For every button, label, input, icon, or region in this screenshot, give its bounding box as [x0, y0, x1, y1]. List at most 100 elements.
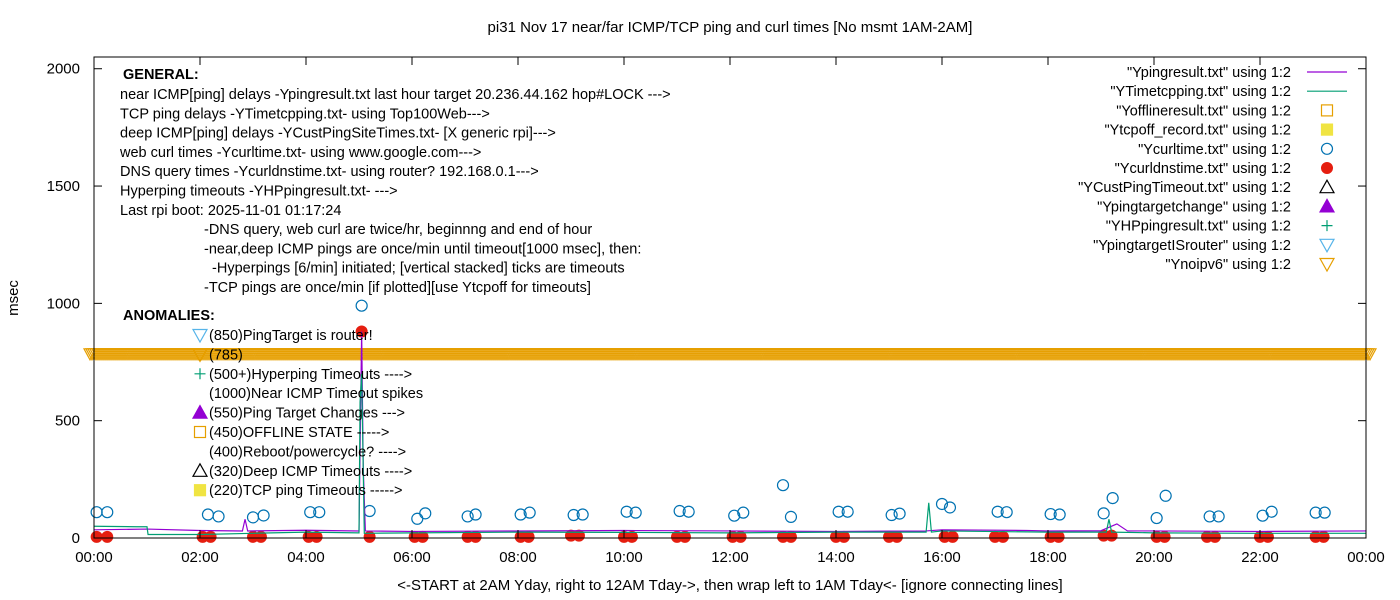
- anomaly-line: (785): [209, 347, 243, 363]
- data-point: [1272, 348, 1288, 362]
- data-point: [444, 348, 460, 362]
- data-point: [1038, 348, 1054, 362]
- data-point: [914, 348, 930, 362]
- data-point: [1348, 348, 1364, 362]
- data-point: [943, 501, 957, 514]
- data-point: [724, 348, 740, 362]
- data-point: [928, 348, 944, 362]
- data-point: [737, 506, 750, 519]
- general-line: web curl times -Ycurltime.txt- using www…: [119, 145, 481, 161]
- data-point: [608, 348, 624, 362]
- data-point: [1334, 348, 1350, 362]
- data-point: [936, 348, 952, 362]
- data-point: [682, 505, 695, 518]
- data-point: [542, 348, 558, 362]
- data-point: [122, 348, 138, 362]
- annotation-block: GENERAL: near ICMP[ping] delays -Ypingres…: [119, 67, 671, 499]
- data-point: [684, 348, 700, 362]
- data-point: [980, 348, 996, 362]
- data-point: [1097, 507, 1110, 520]
- data-point: [640, 348, 656, 362]
- data-point: [732, 348, 748, 362]
- legend-label: "Ytcpoff_record.txt" using 1:2: [1104, 123, 1291, 139]
- data-point: [1028, 348, 1044, 362]
- data-point: [862, 348, 878, 362]
- x-tick-label: 10:00: [605, 549, 643, 566]
- data-point: [960, 348, 976, 362]
- data-point: [1020, 348, 1036, 362]
- data-point: [1053, 508, 1066, 521]
- data-point: [582, 348, 598, 362]
- data-point: [1326, 348, 1342, 362]
- data-point: [1074, 348, 1090, 362]
- data-point: [480, 348, 496, 362]
- data-point: [974, 348, 990, 362]
- data-point: [158, 348, 174, 362]
- data-point: [852, 348, 868, 362]
- x-tick-label: 04:00: [287, 549, 325, 566]
- data-point: [848, 348, 864, 362]
- data-point: [896, 348, 912, 362]
- data-point: [1346, 348, 1362, 362]
- data-point: [772, 348, 788, 362]
- data-point: [1342, 348, 1358, 362]
- series-open-circle: [90, 299, 1331, 525]
- data-point: [826, 348, 842, 362]
- data-point: [1104, 348, 1120, 362]
- y-tick-label: 1000: [47, 295, 80, 312]
- data-point: [1270, 348, 1286, 362]
- data-point: [112, 348, 128, 362]
- data-point: [1306, 348, 1322, 362]
- data-point: [1014, 348, 1030, 362]
- data-point: [318, 348, 334, 362]
- data-point: [796, 348, 812, 362]
- data-point: [98, 348, 114, 362]
- data-point: [550, 348, 566, 362]
- anomaly-marker: [191, 404, 209, 419]
- data-point: [838, 348, 854, 362]
- data-point: [828, 348, 844, 362]
- data-point: [466, 348, 482, 362]
- data-point: [462, 348, 478, 362]
- data-point: [728, 509, 741, 522]
- data-point: [860, 348, 876, 362]
- data-point: [1282, 348, 1298, 362]
- data-point: [1316, 348, 1332, 362]
- anomaly-marker: [191, 328, 209, 344]
- data-point: [254, 348, 270, 362]
- data-point: [1240, 348, 1256, 362]
- data-point: [546, 348, 562, 362]
- data-point: [266, 348, 282, 362]
- data-point: [134, 348, 150, 362]
- data-point: [876, 348, 892, 362]
- data-point: [344, 348, 360, 362]
- data-point: [576, 508, 589, 521]
- data-point: [656, 348, 672, 362]
- data-point: [1044, 348, 1060, 362]
- data-point: [1260, 348, 1276, 362]
- data-point: [420, 348, 436, 362]
- data-point: [1330, 348, 1346, 362]
- data-point: [592, 348, 608, 362]
- data-point: [837, 530, 850, 543]
- data-point: [674, 348, 690, 362]
- data-point: [128, 348, 144, 362]
- data-point: [824, 348, 840, 362]
- data-point: [268, 348, 284, 362]
- data-point: [118, 348, 134, 362]
- data-point: [1236, 348, 1252, 362]
- data-point: [1298, 348, 1314, 362]
- data-point: [494, 348, 510, 362]
- data-point: [142, 348, 158, 362]
- data-point: [514, 508, 527, 521]
- data-point: [1172, 348, 1188, 362]
- data-point: [918, 348, 934, 362]
- data-point: [718, 348, 734, 362]
- y-tick-label: 1500: [47, 178, 80, 195]
- data-point: [850, 348, 866, 362]
- data-point: [1002, 348, 1018, 362]
- data-point: [1304, 348, 1320, 362]
- data-point: [954, 348, 970, 362]
- data-point: [634, 348, 650, 362]
- data-point: [976, 348, 992, 362]
